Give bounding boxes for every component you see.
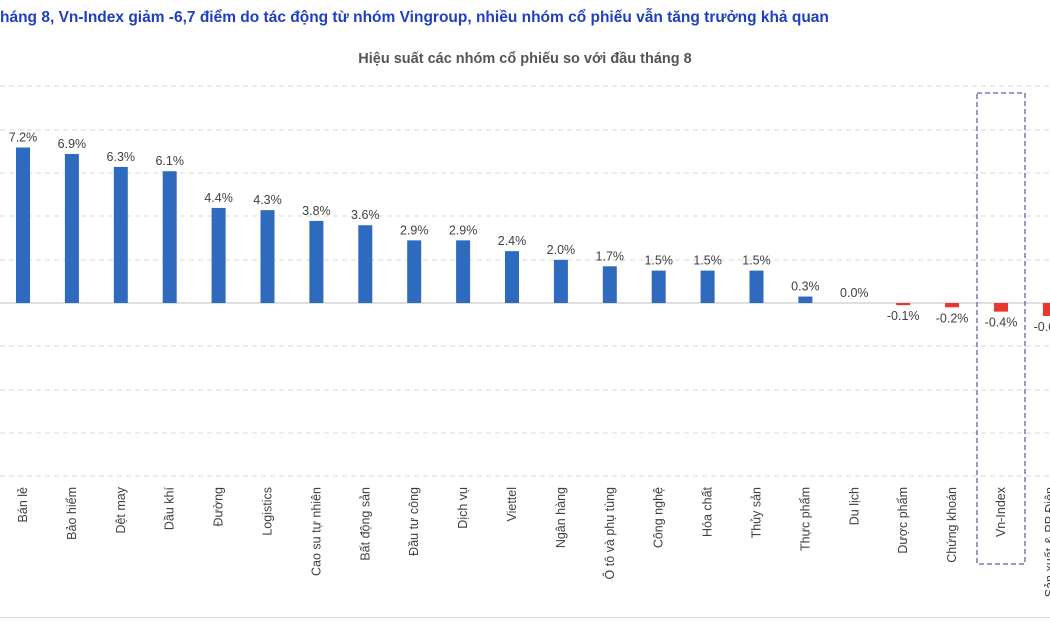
category-label: Ngân hàng: [554, 487, 568, 548]
bar-8: [407, 240, 422, 303]
bar-21: [1042, 303, 1050, 316]
category-label: Viettel: [505, 487, 519, 522]
data-label: 4.4%: [204, 191, 233, 205]
bar-9: [456, 240, 471, 303]
chart-title: Hiệu suất các nhóm cổ phiếu so với đầu t…: [358, 51, 692, 67]
bar-2: [113, 166, 128, 303]
bar-18: [896, 303, 911, 306]
bar-6: [309, 220, 324, 303]
category-label: Đầu tư công: [407, 487, 421, 556]
category-label: Thủy sản: [750, 487, 764, 538]
category-label: Bán lẻ: [16, 487, 30, 522]
data-label: 6.9%: [58, 137, 87, 151]
category-label: Cao su tự nhiên: [309, 487, 323, 576]
category-label: Dịch vụ: [456, 487, 470, 529]
data-label: 2.9%: [449, 223, 478, 237]
data-label: 1.7%: [596, 249, 625, 263]
data-label: 1.5%: [742, 254, 771, 268]
category-label: Hóa chất: [701, 486, 715, 537]
data-label: 2.4%: [498, 234, 527, 248]
category-label: Dược phẩm: [896, 487, 910, 554]
data-label: 0.3%: [791, 280, 820, 294]
data-label: -0.2%: [936, 311, 969, 325]
category-label: Ô tô và phụ tùng: [602, 487, 617, 579]
data-label: 6.1%: [155, 154, 184, 168]
data-label: 3.8%: [302, 204, 331, 218]
highlight-box: [976, 92, 1026, 565]
category-label: Logistics: [261, 487, 275, 536]
data-label: -0.6%: [1034, 320, 1050, 334]
article-headline: háng 8, Vn-Index giảm -6,7 điểm do tác đ…: [0, 9, 829, 26]
data-label: 1.5%: [693, 254, 722, 268]
bar-15: [749, 270, 764, 303]
data-label: -0.1%: [887, 309, 920, 323]
bar-4: [211, 207, 226, 303]
category-label: Đường: [212, 487, 226, 527]
bar-5: [260, 210, 275, 303]
data-label: 3.6%: [351, 208, 380, 222]
category-label: Thực phẩm: [798, 487, 812, 551]
bar-0: [16, 147, 30, 303]
category-label: Chứng khoán: [945, 487, 959, 563]
data-label: 1.5%: [644, 254, 673, 268]
bar-12: [602, 266, 617, 303]
data-label: 2.0%: [547, 243, 576, 257]
category-label: Công nghệ: [652, 487, 666, 548]
data-label: 0.0%: [840, 286, 869, 300]
bar-11: [553, 259, 568, 303]
bar-10: [505, 251, 519, 303]
bar-3: [162, 171, 177, 303]
category-label: Bảo hiểm: [65, 487, 79, 540]
category-label: Vn-Index: [994, 486, 1008, 537]
category-label: Dầu khí: [163, 486, 177, 530]
data-label: -0.4%: [985, 316, 1018, 330]
bottom-divider: [0, 617, 1050, 618]
bar-19: [945, 303, 960, 308]
bar-16: [798, 296, 813, 303]
data-label: 4.3%: [253, 193, 282, 207]
data-label: 2.9%: [400, 223, 429, 237]
category-label: Bất động sản: [358, 487, 372, 561]
category-label: Sản xuất & PP Điện: [1043, 487, 1050, 597]
bar-7: [358, 225, 373, 303]
data-label: 6.3%: [107, 150, 136, 164]
data-label: 7.2%: [9, 130, 38, 144]
bar-14: [700, 270, 715, 303]
bar-13: [651, 270, 666, 303]
category-label: Dệt may: [114, 486, 128, 533]
bar-1: [64, 153, 79, 303]
category-label: Du lịch: [847, 487, 861, 525]
bar-20: [994, 303, 1008, 312]
